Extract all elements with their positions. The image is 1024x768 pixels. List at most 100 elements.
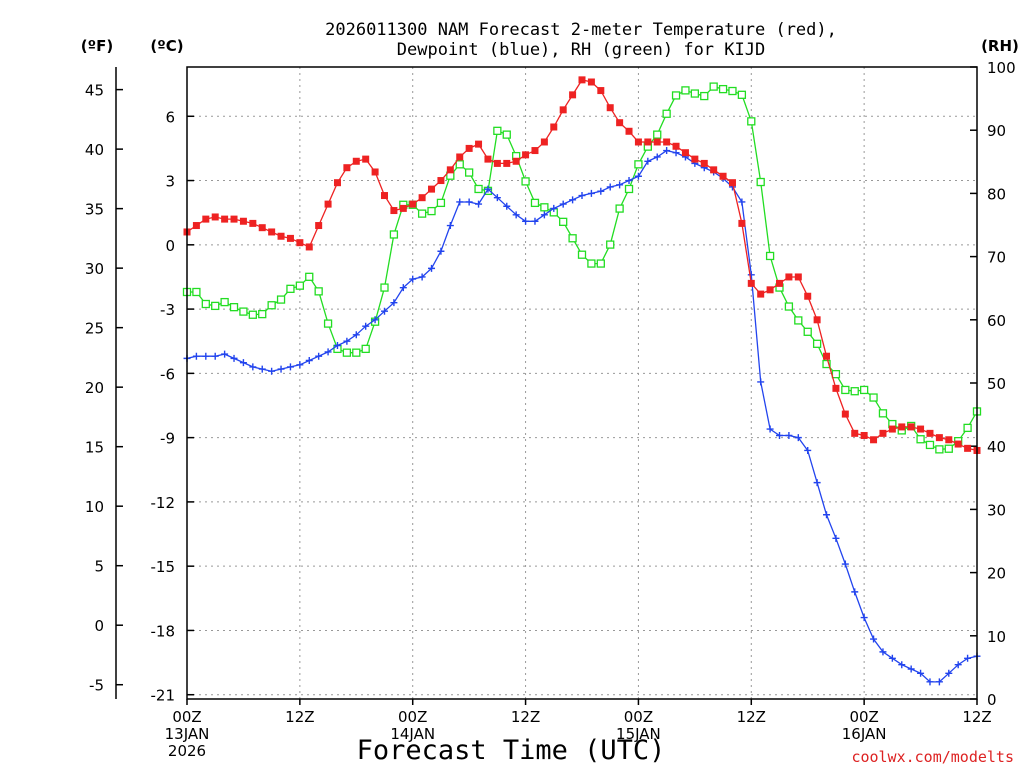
relative-humidity-point [850, 387, 859, 396]
2-meter-temperature-point [870, 436, 878, 444]
relative-humidity-point [305, 272, 314, 281]
dewpoint-point [343, 337, 351, 345]
dewpoint-point [446, 222, 454, 230]
2-meter-temperature-point [258, 224, 266, 232]
dewpoint-point [945, 669, 953, 677]
2-meter-temperature-point [935, 434, 943, 442]
dewpoint-point [456, 198, 464, 206]
credit-label: coolwx.com/modelts [851, 748, 1014, 766]
dewpoint-point [465, 198, 473, 206]
2-meter-temperature-point [719, 172, 727, 180]
relative-humidity-point [662, 109, 671, 118]
2-meter-temperature-point [418, 194, 426, 202]
dewpoint-point [832, 534, 840, 542]
dewpoint-point [192, 352, 200, 360]
2-meter-temperature-point [305, 243, 313, 251]
relative-humidity-point [502, 130, 511, 139]
dewpoint-point [879, 648, 887, 656]
dewpoint-point [954, 661, 962, 669]
2-meter-temperature-point [841, 410, 849, 418]
celsius-tick-label: 6 [165, 108, 175, 126]
celsius-tick-label: -6 [160, 365, 175, 383]
relative-humidity-point [756, 177, 765, 187]
2-meter-temperature-point [409, 200, 417, 208]
dewpoint-point [268, 367, 276, 375]
relative-humidity-point [784, 302, 794, 311]
2-meter-temperature-point [804, 292, 812, 300]
relative-humidity-point [634, 160, 643, 169]
celsius-ticks: 6 3 0 -3 -6 -9 -12 -15 -18 -21 [151, 108, 194, 705]
dewpoint-point [823, 511, 831, 519]
2-meter-temperature-point [390, 207, 398, 215]
dewpoint-point [663, 147, 671, 155]
rh-tick-label: 40 [987, 438, 1006, 456]
dewpoint-point [653, 153, 661, 161]
dewpoint-point [409, 275, 417, 283]
dewpoint-point [597, 187, 605, 195]
2-meter-temperature-point [813, 316, 821, 324]
dewpoint-point [851, 588, 859, 596]
2-meter-temperature-point [757, 290, 765, 298]
relative-humidity-point [248, 310, 257, 319]
celsius-tick-label: -15 [151, 558, 176, 576]
rh-unit-label: (RH) [981, 37, 1019, 55]
relative-humidity-point [794, 316, 803, 325]
relative-humidity-point [963, 423, 972, 433]
2-meter-temperature-series [183, 76, 981, 454]
dewpoint-point [888, 654, 896, 662]
fahrenheit-ticks: 45 40 35 30 25 20 15 10 5 0 -5 [85, 82, 123, 695]
2-meter-temperature-point [465, 144, 473, 152]
relative-humidity-point [314, 287, 323, 296]
rh-tick-label: 70 [987, 249, 1006, 267]
relative-humidity-point [700, 91, 709, 101]
dewpoint-point [305, 357, 313, 365]
time-tick-label: 00Z [849, 708, 878, 726]
relative-humidity-point [681, 86, 690, 95]
2-meter-temperature-point [324, 200, 332, 208]
2-meter-temperature-point [785, 273, 793, 281]
relative-humidity-point [568, 234, 577, 243]
dewpoint-point [249, 363, 257, 371]
relative-humidity-point [728, 86, 737, 96]
relative-humidity-point [690, 89, 700, 98]
dewpoint-point [578, 192, 586, 200]
relative-humidity-point [380, 283, 389, 292]
series-layer [182, 76, 982, 686]
fahrenheit-tick-label: 15 [85, 439, 104, 457]
relative-humidity-point [211, 301, 220, 311]
relative-humidity-point [878, 409, 888, 418]
time-tick-label: 12Z [511, 708, 540, 726]
relative-humidity-point [521, 177, 530, 186]
fahrenheit-tick-label: 5 [94, 558, 104, 576]
2-meter-temperature-point [493, 159, 501, 167]
relative-humidity-point [587, 259, 596, 268]
celsius-tick-label: -21 [151, 687, 176, 705]
2-meter-temperature-point [211, 213, 219, 221]
time-tick-label: 12Z [285, 708, 314, 726]
2-meter-temperature-point [606, 104, 614, 112]
2-meter-temperature-point [522, 151, 530, 159]
relative-humidity-point [276, 295, 286, 304]
dewpoint-point [917, 669, 925, 677]
relative-humidity-point [220, 297, 229, 307]
dewpoint-series [183, 147, 981, 686]
2-meter-temperature-point [371, 168, 379, 176]
2-meter-temperature-point [945, 436, 953, 444]
dewpoint-point [606, 183, 614, 191]
2-meter-temperature-point [540, 138, 548, 146]
2-meter-temperature-point [926, 429, 934, 437]
celsius-unit-label: (ºC) [150, 37, 183, 55]
relative-humidity-point [286, 284, 295, 293]
relative-humidity-point [455, 160, 464, 169]
time-tick-label: 12Z [737, 708, 766, 726]
2-meter-temperature-point [625, 127, 633, 135]
dewpoint-point [296, 361, 304, 369]
relative-humidity-point [342, 348, 352, 357]
celsius-tick-label: 3 [165, 173, 175, 191]
relative-humidity-point [229, 303, 239, 312]
time-tick-label: 14JAN [390, 725, 435, 743]
relative-humidity-point [935, 445, 944, 454]
relative-humidity-point [540, 203, 549, 212]
